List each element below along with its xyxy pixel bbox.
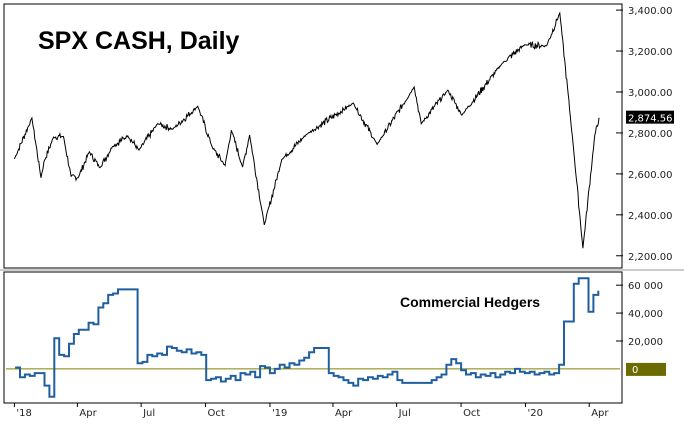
chart-title: SPX CASH, Daily — [38, 27, 240, 55]
hedgers-annotation: Commercial Hedgers — [400, 294, 540, 310]
x-tick-label: Apr — [591, 408, 609, 419]
price-tick-label: 2,800.00 — [628, 129, 673, 140]
hedgers-panel-frame — [3, 271, 623, 404]
price-tick-label: 2,200.00 — [628, 252, 673, 263]
x-tick-label: Apr — [335, 408, 353, 419]
price-tick-label: 3,000.00 — [628, 88, 673, 99]
svg-text:0: 0 — [632, 365, 638, 376]
x-tick-label: Oct — [463, 408, 480, 419]
x-tick-label: '20 — [527, 408, 542, 419]
hedgers-tick-label: 60 000 — [628, 281, 663, 292]
price-tick-label: 3,200.00 — [628, 47, 673, 58]
price-panel-frame — [3, 3, 623, 269]
price-tick-label: 2,600.00 — [628, 170, 673, 181]
svg-text:2,874.56: 2,874.56 — [628, 114, 673, 125]
x-tick-label: Jul — [142, 408, 155, 419]
x-tick-label: Oct — [208, 408, 225, 419]
spx-price-line — [13, 11, 600, 249]
hedgers-tick-label: 40,000 — [628, 309, 663, 320]
x-tick-label: '19 — [272, 408, 287, 419]
price-y-axis: 3,400.00 3,200.00 3,000.00 2,800.00 2,600.00… — [616, 6, 673, 263]
price-tick-label: 2,400.00 — [628, 211, 673, 222]
hedgers-line — [15, 277, 600, 398]
x-axis: '18 Apr Jul Oct '19 Apr Jul Oct '20 Apr — [13, 403, 609, 419]
price-tick-label: 3,400.00 — [628, 6, 673, 17]
last-price-label: 2,874.56 — [626, 110, 674, 125]
hedgers-tick-label: 20,000 — [628, 337, 663, 348]
x-tick-label: Apr — [79, 408, 97, 419]
hedgers-y-axis: 60 000 40,000 20,000 — [616, 281, 663, 348]
x-tick-label: Jul — [398, 408, 411, 419]
x-tick-label: '18 — [16, 408, 31, 419]
zero-level-label: 0 — [626, 362, 666, 376]
